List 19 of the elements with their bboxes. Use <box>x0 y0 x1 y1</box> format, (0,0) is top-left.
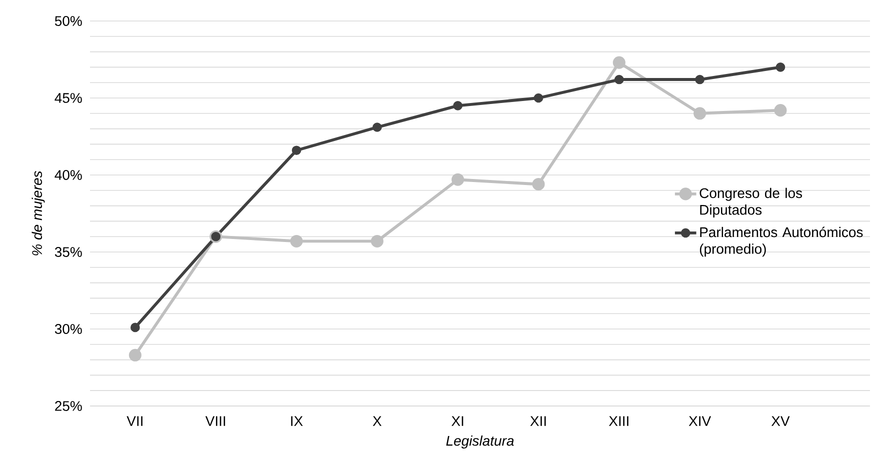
legend-label: Parlamentos Autonómicos (promedio) <box>700 226 863 257</box>
y-tick-label: 45% <box>54 93 82 103</box>
x-tick-label: XV <box>771 416 790 426</box>
x-tick-label: VII <box>126 416 142 426</box>
x-tick-label: XII <box>530 416 546 426</box>
legend-label: Congreso de los Diputados <box>700 188 802 218</box>
y-axis-title: % de mujeres <box>32 171 45 256</box>
x-tick-label: XIV <box>688 416 712 426</box>
x-tick-label: XIII <box>608 416 628 426</box>
x-tick-label: VIII <box>205 416 226 426</box>
x-tick-label: XI <box>452 416 464 426</box>
y-tick-label: 35% <box>54 247 82 257</box>
x-tick-label: X <box>372 416 382 426</box>
y-tick-label: 25% <box>55 401 82 411</box>
y-tick-label: 40% <box>54 170 82 180</box>
y-tick-label: 50% <box>54 16 82 26</box>
y-tick-label: 30% <box>54 324 82 334</box>
x-axis-title: Legislatura <box>446 435 514 449</box>
x-tick-label: IX <box>291 416 303 426</box>
